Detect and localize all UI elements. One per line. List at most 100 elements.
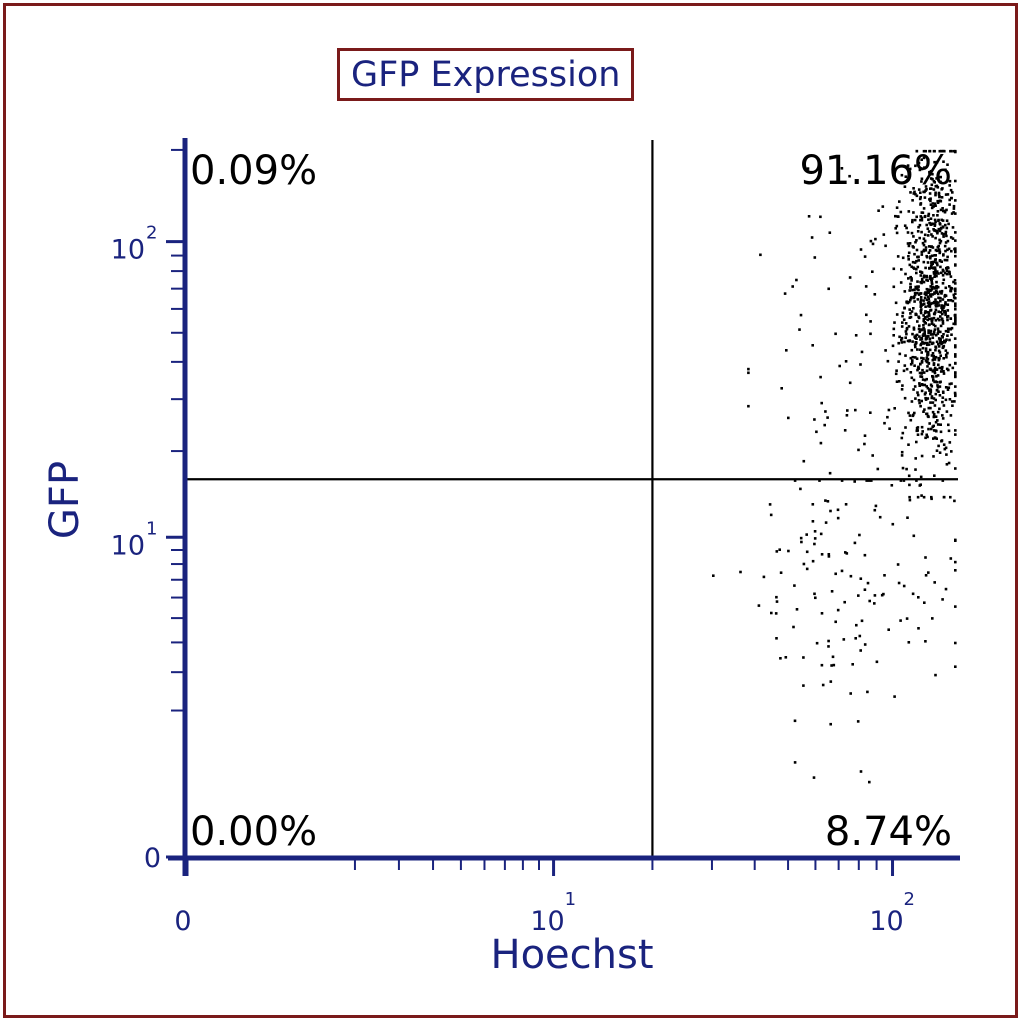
scatter-point	[954, 569, 957, 572]
scatter-point	[929, 368, 933, 372]
scatter-point	[915, 333, 919, 337]
x-tick-label: 10	[869, 906, 903, 937]
scatter-point	[811, 503, 815, 506]
scatter-point	[910, 231, 914, 235]
scatter-point	[953, 337, 957, 340]
scatter-point	[846, 409, 849, 412]
scatter-point	[843, 600, 846, 604]
scatter-point	[898, 335, 901, 339]
scatter-point	[924, 291, 927, 294]
scatter-point	[918, 168, 922, 172]
scatter-point	[945, 463, 949, 466]
scatter-point	[954, 355, 957, 358]
scatter-point	[911, 260, 915, 264]
scatter-point	[912, 388, 915, 391]
scatter-point	[923, 334, 927, 337]
scatter-point	[927, 343, 931, 346]
scatter-point	[934, 286, 937, 290]
scatter-point	[952, 204, 956, 208]
scatter-point	[946, 239, 950, 243]
scatter-point	[926, 397, 930, 400]
scatter-point	[911, 359, 914, 362]
scatter-point	[859, 770, 863, 773]
scatter-point	[871, 270, 874, 273]
scatter-point	[920, 281, 923, 285]
scatter-point	[939, 208, 943, 212]
scatter-point	[921, 303, 925, 306]
scatter-point	[867, 479, 871, 482]
scatter-point	[936, 199, 939, 203]
scatter-point	[952, 296, 956, 299]
scatter-point	[920, 180, 923, 183]
scatter-point	[910, 348, 914, 352]
scatter-point	[947, 299, 950, 302]
scatter-point	[819, 375, 822, 379]
scatter-point	[935, 285, 939, 288]
scatter-point	[903, 396, 907, 400]
scatter-point	[944, 587, 948, 591]
scatter-point	[869, 320, 872, 323]
scatter-point	[945, 266, 948, 270]
scatter-point	[932, 228, 935, 231]
scatter-point	[904, 175, 908, 178]
scatter-point	[934, 220, 937, 224]
scatter-point	[908, 316, 912, 319]
scatter-point	[802, 562, 806, 566]
scatter-point	[924, 266, 927, 270]
scatter-point	[932, 267, 936, 270]
scatter-point	[926, 261, 930, 264]
scatter-point	[920, 399, 923, 403]
scatter-point	[953, 149, 956, 153]
scatter-point	[948, 398, 952, 401]
scatter-point	[912, 326, 916, 330]
scatter-point	[944, 249, 947, 253]
scatter-point	[915, 479, 918, 482]
scatter-point	[927, 335, 930, 338]
scatter-point	[933, 301, 936, 305]
scatter-point	[829, 509, 832, 513]
scatter-point	[930, 395, 934, 398]
scatter-point	[948, 184, 951, 187]
scatter-point	[895, 231, 899, 235]
scatter-point	[920, 342, 923, 346]
scatter-point	[951, 237, 955, 240]
scatter-point	[912, 413, 915, 417]
scatter-point	[940, 196, 944, 199]
scatter-point	[929, 177, 933, 180]
scatter-point	[811, 344, 814, 347]
scatter-point	[937, 227, 941, 231]
scatter-point	[934, 348, 937, 352]
scatter-point	[924, 436, 927, 440]
scatter-point	[925, 298, 929, 301]
y-tick-exponent: 1	[146, 518, 157, 539]
scatter-point	[935, 368, 939, 371]
scatter-point	[902, 318, 906, 321]
scatter-point	[860, 619, 864, 623]
scatter-point	[924, 574, 928, 577]
scatter-point	[920, 425, 924, 429]
scatter-point	[937, 296, 940, 300]
scatter-point	[829, 680, 833, 683]
scatter-point	[946, 193, 950, 196]
scatter-point	[920, 371, 923, 375]
scatter-point	[917, 188, 921, 191]
scatter-point	[912, 296, 916, 300]
scatter-point	[933, 181, 936, 184]
scatter-point	[908, 263, 912, 267]
scatter-point	[853, 480, 856, 483]
scatter-point	[954, 199, 957, 202]
scatter-point	[938, 407, 941, 411]
scatter-point	[907, 411, 910, 415]
scatter-point	[915, 271, 918, 275]
scatter-point	[954, 264, 957, 267]
scatter-point	[824, 499, 827, 502]
scatter-point	[810, 236, 814, 239]
scatter-point	[939, 370, 943, 373]
scatter-point	[813, 256, 817, 259]
scatter-point	[926, 227, 930, 230]
scatter-point	[948, 338, 951, 342]
scatter-point	[936, 201, 940, 204]
scatter-point	[940, 149, 943, 153]
scatter-point	[917, 327, 921, 331]
scatter-point	[813, 592, 816, 596]
